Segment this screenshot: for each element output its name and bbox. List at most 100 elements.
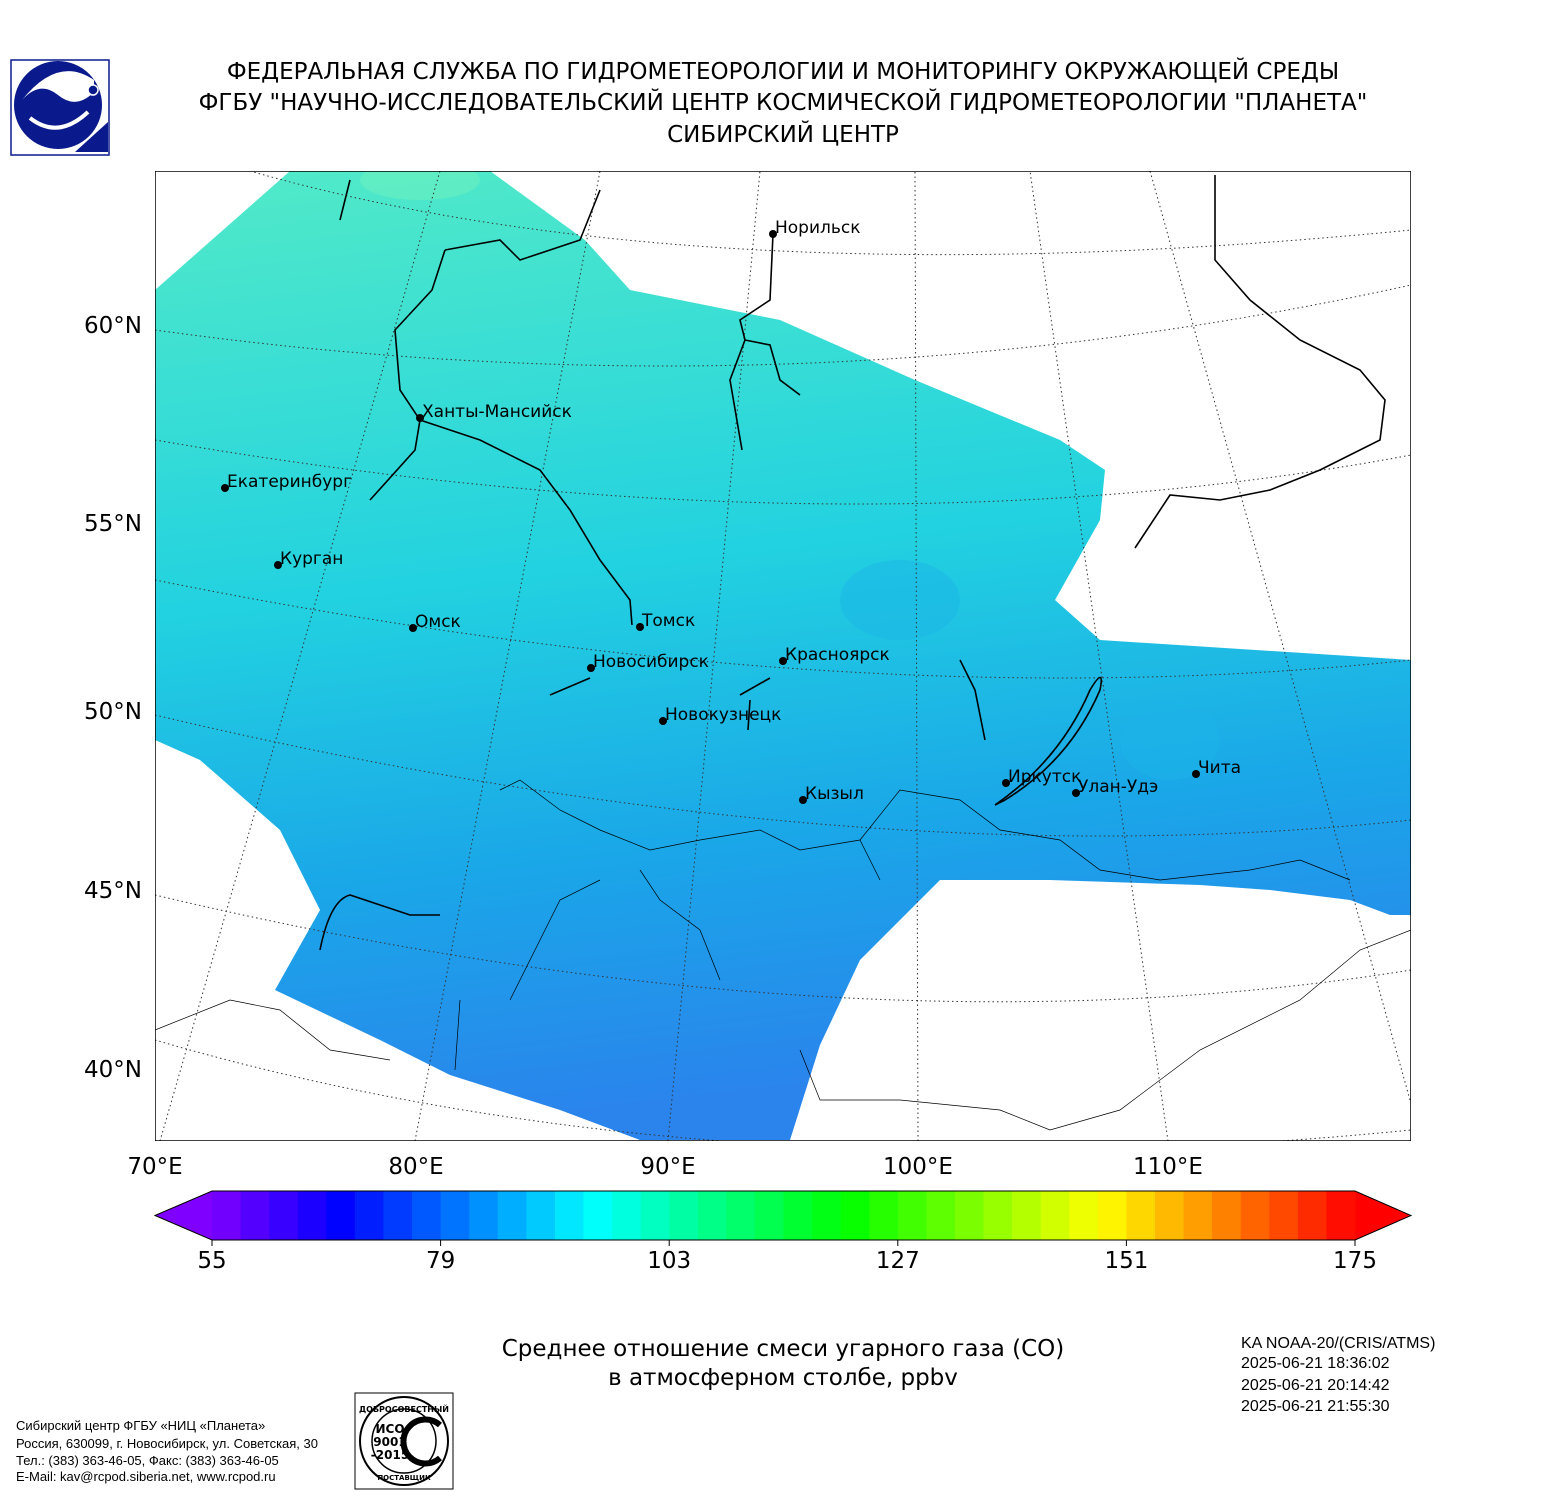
colorbar-tick-label: 175: [1333, 1248, 1377, 1274]
colorbar-segment: [869, 1191, 899, 1240]
colorbar-segment: [1269, 1191, 1299, 1240]
satellite-line: KA NOAA-20/(CRIS/ATMS): [1241, 1335, 1435, 1352]
colorbar-segment: [469, 1191, 499, 1240]
colorbar-segment: [1126, 1191, 1156, 1240]
lat-label: 60°N: [84, 313, 142, 339]
header: ФЕДЕРАЛЬНАЯ СЛУЖБА ПО ГИДРОМЕТЕОРОЛОГИИ …: [199, 57, 1368, 148]
header-line: ФГБУ "НАУЧНО-ИССЛЕДОВАТЕЛЬСКИЙ ЦЕНТР КОС…: [199, 88, 1368, 116]
colorbar-segment: [383, 1191, 413, 1240]
city-dot: [779, 657, 787, 665]
colorbar-segment: [554, 1191, 585, 1240]
city-label: Ханты-Мансийск: [422, 402, 572, 422]
city-label: Кызыл: [805, 784, 864, 804]
lat-label: 55°N: [84, 511, 142, 537]
colorbar-segment: [640, 1191, 670, 1240]
colorbar-segment: [726, 1191, 756, 1240]
colorbar-segment: [754, 1191, 785, 1240]
lat-label: 45°N: [84, 878, 142, 904]
city-dot: [799, 796, 807, 804]
city-dot: [1002, 779, 1010, 787]
lat-label: 40°N: [84, 1057, 142, 1083]
city-label: Иркутск: [1008, 767, 1081, 787]
colorbar-segment: [954, 1191, 985, 1240]
cities: Норильск Ханты-Мансийск Екатеринбург Курган…: [221, 218, 1241, 804]
city-label: Омск: [415, 612, 461, 632]
city-label: Томск: [641, 611, 695, 631]
colorbar-segment: [1097, 1191, 1127, 1240]
city-dot: [416, 414, 424, 422]
co-field: [155, 171, 1411, 1140]
footer: Сибирский центр ФГБУ «НИЦ «Планета» Росси…: [16, 1418, 318, 1484]
city-dot: [1192, 770, 1200, 778]
colorbar-segment: [1297, 1191, 1328, 1240]
footer-line: Россия, 630099, г. Новосибирск, ул. Сове…: [16, 1436, 318, 1451]
colorbar-segment: [354, 1191, 385, 1240]
city-dot: [409, 624, 417, 632]
colorbar-extend-high: [1355, 1191, 1411, 1240]
colorbar-segment: [697, 1191, 727, 1240]
city-label: Норильск: [775, 218, 861, 238]
colorbar-segment: [926, 1191, 956, 1240]
colorbar-segment: [983, 1191, 1013, 1240]
city-dot: [769, 230, 777, 238]
city-label: Чита: [1198, 758, 1241, 778]
colorbar: 55 79 103 127 151 175: [153, 1190, 1413, 1274]
lat-label: 50°N: [84, 699, 142, 725]
colorbar-segment: [897, 1191, 927, 1240]
colorbar-segment: [326, 1191, 356, 1240]
rivers-coast: [155, 175, 1411, 1131]
map-body: Норильск Ханты-Мансийск Екатеринбург Курган…: [155, 171, 1411, 1141]
colorbar-segment: [526, 1191, 556, 1240]
lon-label: 70°E: [127, 1154, 182, 1180]
colorbar-segment: [1040, 1191, 1070, 1240]
city-label: Улан-Удэ: [1078, 777, 1158, 797]
colorbar-segment: [1326, 1191, 1356, 1240]
colorbar-tick-label: 151: [1104, 1248, 1148, 1274]
graticule: [155, 171, 1411, 1141]
map-axes: 60°N 55°N 50°N 45°N 40°N 70°E 80°E 90°E 100°E 110…: [84, 313, 1203, 1180]
colorbar-segment: [212, 1191, 242, 1240]
colorbar-segment: [1183, 1191, 1213, 1240]
colorbar-segment: [297, 1191, 327, 1240]
footer-line: Тел.: (383) 363-46-05, Факс: (383) 363-4…: [16, 1453, 279, 1468]
header-line: ФЕДЕРАЛЬНАЯ СЛУЖБА ПО ГИДРОМЕТЕОРОЛОГИИ …: [227, 57, 1339, 85]
caption-line: в атмосферном столбе, ppbv: [608, 1365, 958, 1391]
colorbar-segment: [497, 1191, 527, 1240]
colorbar-segment: [1212, 1191, 1242, 1240]
city-dot: [221, 484, 229, 492]
lon-label: 90°E: [640, 1154, 695, 1180]
colorbar-segment: [1240, 1191, 1270, 1240]
satellite-info: KA NOAA-20/(CRIS/ATMS) 2025-06-21 18:36:0…: [1241, 1335, 1435, 1415]
footer-line: E-Mail: kav@rcpod.siberia.net, www.rcpod…: [16, 1469, 276, 1484]
colorbar-tick-label: 79: [426, 1248, 455, 1274]
colorbar-segment: [612, 1191, 642, 1240]
colorbar-segment: [783, 1191, 813, 1240]
footer-line: Сибирский центр ФГБУ «НИЦ «Планета»: [16, 1418, 265, 1433]
colorbar-segment: [269, 1191, 299, 1240]
iso-center: ИСО: [375, 1422, 404, 1436]
colorbar-segment: [1069, 1191, 1099, 1240]
city-dot: [587, 664, 595, 672]
colorbar-segment: [440, 1191, 470, 1240]
agency-logo: [10, 59, 110, 156]
colorbar-segment: [1012, 1191, 1042, 1240]
iso-center: -2015: [371, 1448, 409, 1462]
city-dot: [274, 561, 282, 569]
city-label: Курган: [280, 549, 343, 569]
colorbar-segment: [1154, 1191, 1185, 1240]
colorbar-segment: [583, 1191, 613, 1240]
colorbar-tick-label: 103: [647, 1248, 691, 1274]
colorbar-extend-low: [155, 1191, 212, 1240]
lon-label: 100°E: [883, 1154, 953, 1180]
lon-label: 110°E: [1133, 1154, 1203, 1180]
colorbar-segment: [412, 1191, 442, 1240]
satellite-line: 2025-06-21 18:36:02: [1241, 1355, 1390, 1372]
caption: Среднее отношение смеси угарного газа (C…: [502, 1336, 1065, 1391]
city-dot: [659, 717, 667, 725]
city-dot: [636, 623, 644, 631]
city-label: Екатеринбург: [227, 472, 352, 492]
colorbar-segment: [840, 1191, 870, 1240]
city-label: Новосибирск: [593, 652, 709, 672]
